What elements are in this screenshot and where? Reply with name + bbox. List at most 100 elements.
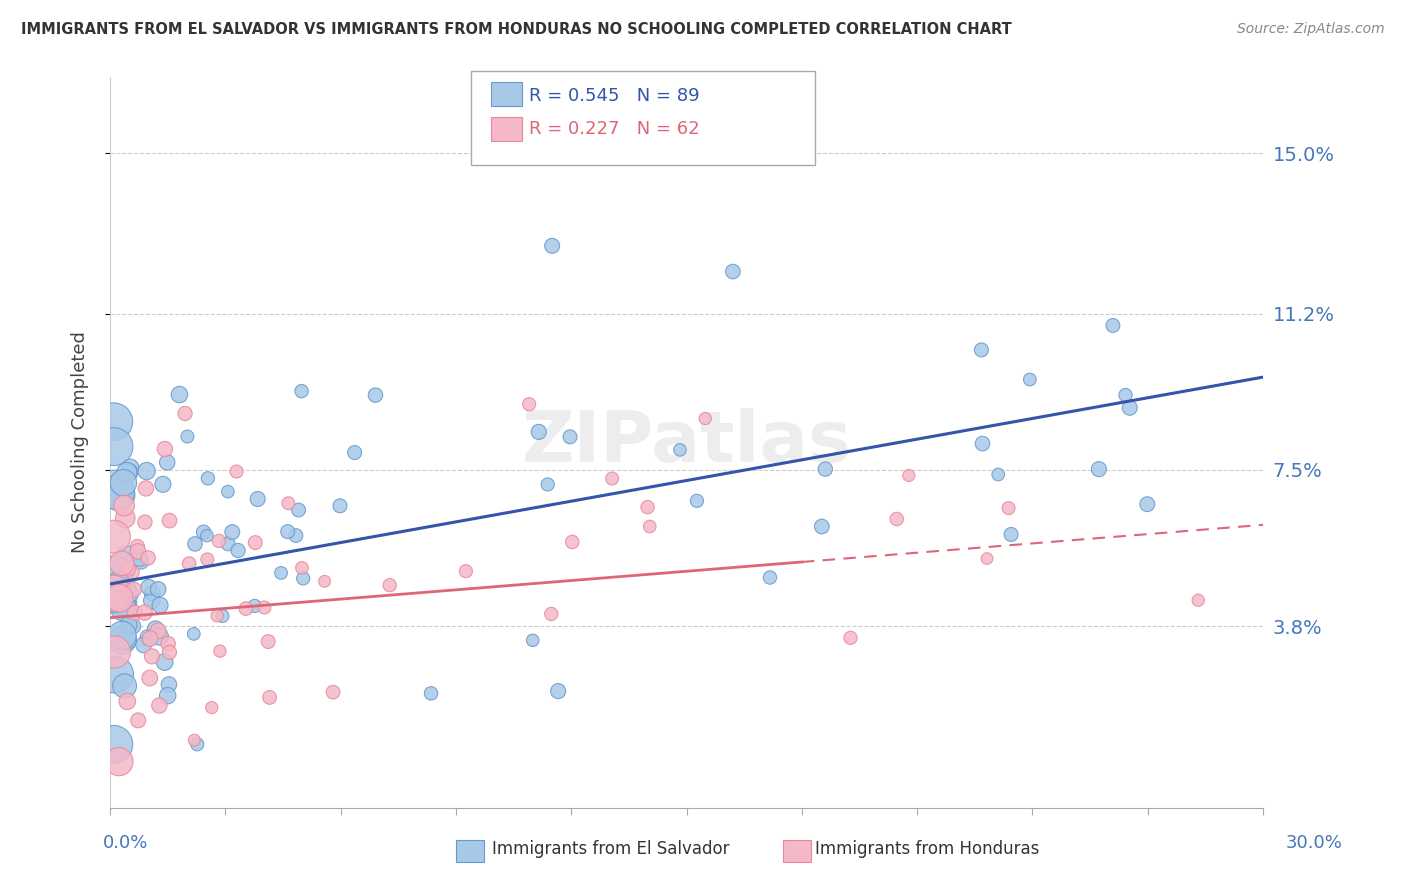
- Point: [112, 601, 135, 615]
- Point: [225, 465, 247, 479]
- Point: [156, 455, 179, 469]
- Point: [759, 570, 782, 584]
- Text: R = 0.227   N = 62: R = 0.227 N = 62: [529, 120, 699, 138]
- Point: [184, 537, 207, 551]
- Point: [114, 679, 136, 693]
- Point: [322, 685, 344, 699]
- Point: [814, 462, 837, 476]
- Point: [811, 519, 834, 533]
- Point: [987, 467, 1010, 482]
- Point: [253, 600, 276, 615]
- Point: [285, 528, 308, 542]
- Point: [1115, 388, 1137, 402]
- Point: [886, 512, 908, 526]
- Point: [117, 618, 139, 632]
- Point: [157, 645, 180, 659]
- Point: [111, 628, 134, 642]
- Point: [217, 537, 239, 551]
- Point: [127, 714, 149, 728]
- Point: [108, 755, 131, 769]
- Point: [1088, 462, 1111, 476]
- Point: [600, 471, 623, 485]
- Point: [839, 631, 862, 645]
- Point: [558, 430, 581, 444]
- Point: [104, 667, 127, 681]
- Point: [291, 384, 314, 398]
- Point: [139, 632, 162, 646]
- Point: [103, 530, 125, 544]
- Point: [115, 465, 138, 479]
- Point: [134, 515, 156, 529]
- Point: [117, 597, 139, 611]
- Point: [547, 684, 569, 698]
- Point: [695, 411, 717, 425]
- Point: [541, 239, 564, 253]
- Point: [108, 580, 131, 594]
- Point: [257, 634, 280, 648]
- Point: [112, 475, 135, 490]
- Point: [121, 565, 143, 579]
- Point: [120, 587, 142, 601]
- Point: [637, 500, 659, 515]
- Point: [122, 582, 145, 597]
- Point: [1102, 318, 1125, 333]
- Point: [157, 637, 180, 651]
- Y-axis label: No Schooling Completed: No Schooling Completed: [72, 332, 89, 553]
- Point: [117, 632, 139, 647]
- Point: [287, 503, 309, 517]
- Point: [141, 593, 163, 607]
- Point: [235, 601, 257, 615]
- Point: [138, 580, 160, 594]
- Point: [243, 599, 266, 613]
- Text: Immigrants from El Salvador: Immigrants from El Salvador: [492, 840, 730, 858]
- Point: [117, 694, 139, 708]
- Point: [112, 499, 135, 513]
- Point: [153, 442, 176, 456]
- Point: [183, 733, 205, 747]
- Point: [314, 574, 336, 589]
- Point: [159, 514, 181, 528]
- Point: [111, 557, 134, 571]
- Point: [117, 561, 139, 575]
- Point: [221, 525, 243, 540]
- Point: [149, 599, 172, 613]
- Point: [157, 677, 180, 691]
- Point: [540, 607, 562, 621]
- Point: [127, 540, 149, 554]
- Point: [148, 698, 170, 713]
- Point: [195, 529, 218, 543]
- Point: [118, 466, 141, 480]
- Point: [537, 477, 560, 491]
- Text: Source: ZipAtlas.com: Source: ZipAtlas.com: [1237, 22, 1385, 37]
- Point: [169, 387, 191, 401]
- Point: [135, 464, 157, 478]
- Point: [193, 525, 215, 540]
- Point: [122, 619, 145, 633]
- Point: [1018, 372, 1040, 386]
- Point: [132, 638, 155, 652]
- Point: [183, 627, 205, 641]
- Point: [208, 644, 231, 658]
- Point: [997, 501, 1019, 516]
- Point: [259, 690, 281, 705]
- Point: [277, 496, 299, 510]
- Point: [136, 550, 159, 565]
- Point: [103, 737, 125, 751]
- Text: 0.0%: 0.0%: [103, 834, 148, 852]
- Point: [129, 554, 152, 568]
- Point: [108, 488, 131, 502]
- Point: [146, 624, 169, 638]
- Point: [270, 566, 292, 580]
- Point: [364, 388, 387, 402]
- Text: ZIPatlas: ZIPatlas: [522, 408, 852, 477]
- Point: [195, 552, 218, 566]
- Point: [343, 445, 366, 459]
- Point: [1000, 527, 1022, 541]
- Point: [105, 485, 128, 500]
- Point: [103, 586, 125, 600]
- Point: [686, 493, 709, 508]
- Point: [103, 440, 125, 454]
- Point: [103, 584, 125, 599]
- Point: [141, 586, 163, 600]
- Point: [111, 633, 134, 648]
